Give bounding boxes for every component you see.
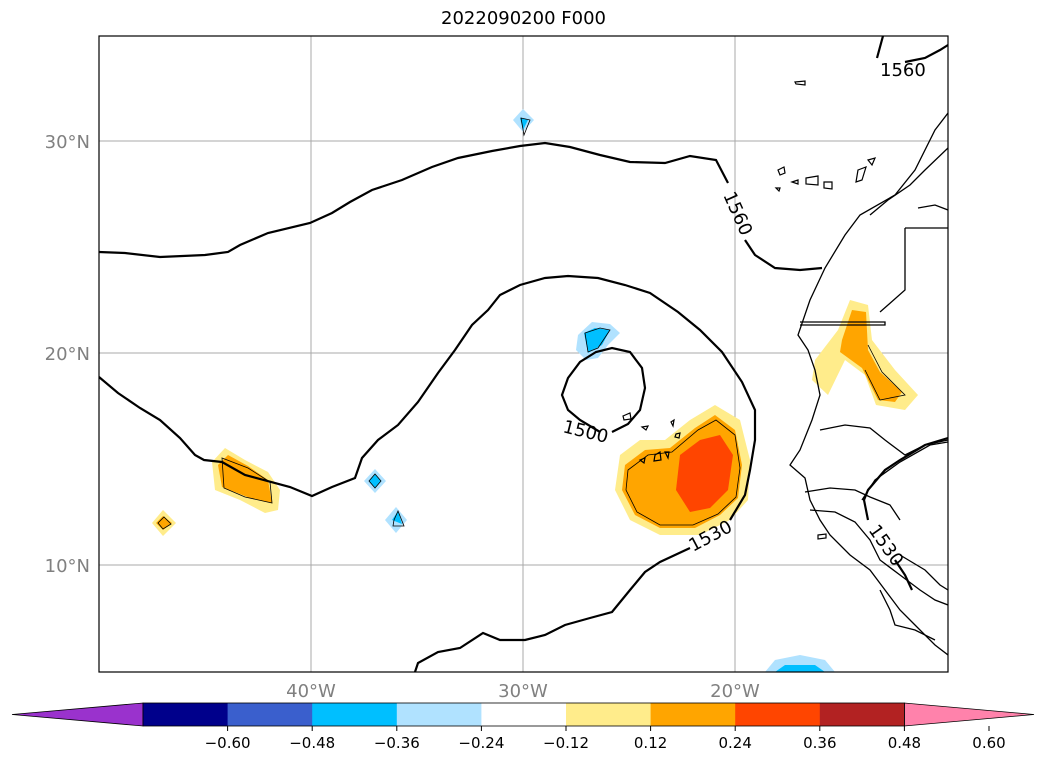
- colorbar-tick-label: 0.48: [888, 734, 921, 752]
- islands: [622, 80, 877, 540]
- colorbar: −0.60 −0.48 −0.36 −0.24 −0.12 0.12 0.24 0.36 0.4…: [11, 702, 1035, 752]
- coastlines: [789, 112, 948, 656]
- colorbar-tick-label: 0.24: [718, 734, 751, 752]
- anomaly-outlines: [157, 117, 906, 530]
- colorbar-tick-label: 0.12: [634, 734, 667, 752]
- colorbar-tick-label: −0.60: [205, 734, 251, 752]
- map-frame: [98, 35, 949, 673]
- lon-label-20w: 20°W: [710, 681, 760, 702]
- map-area: 1560 1560 1500 1530 1530: [99, 36, 948, 672]
- lat-label-10n: 10°N: [45, 556, 90, 577]
- colorbar-segment: [650, 703, 736, 726]
- map-title: 2022090200 F000: [441, 8, 606, 29]
- colorbar-segment: [143, 703, 229, 726]
- colorbar-extend-high: [904, 702, 1035, 727]
- colorbar-segment: [312, 703, 398, 726]
- colorbar-segment: [481, 703, 567, 726]
- colorbar-segment: [566, 703, 652, 726]
- lon-label-30w: 30°W: [498, 681, 548, 702]
- colorbar-segment: [735, 703, 821, 726]
- colorbar-extend-low: [11, 702, 144, 727]
- lat-label-30n: 30°N: [45, 132, 90, 153]
- colorbar-segment: [819, 703, 905, 726]
- colorbar-tick-label: −0.24: [458, 734, 504, 752]
- colorbar-tick-label: −0.36: [374, 734, 420, 752]
- height-contours: [99, 36, 948, 672]
- contour-label-1560-top: 1560: [880, 60, 926, 81]
- lon-label-40w: 40°W: [286, 681, 336, 702]
- colorbar-tick-label: −0.48: [289, 734, 335, 752]
- lat-label-20n: 20°N: [45, 344, 90, 365]
- colorbar-frame: [142, 702, 905, 727]
- graticule: [99, 36, 948, 672]
- anomaly-shading: [152, 109, 918, 672]
- colorbar-segment: [396, 703, 482, 726]
- colorbar-tick-label: 0.60: [972, 734, 1005, 752]
- colorbar-segment: [227, 703, 313, 726]
- colorbar-tick-label: 0.36: [803, 734, 836, 752]
- colorbar-tick-label: −0.12: [543, 734, 589, 752]
